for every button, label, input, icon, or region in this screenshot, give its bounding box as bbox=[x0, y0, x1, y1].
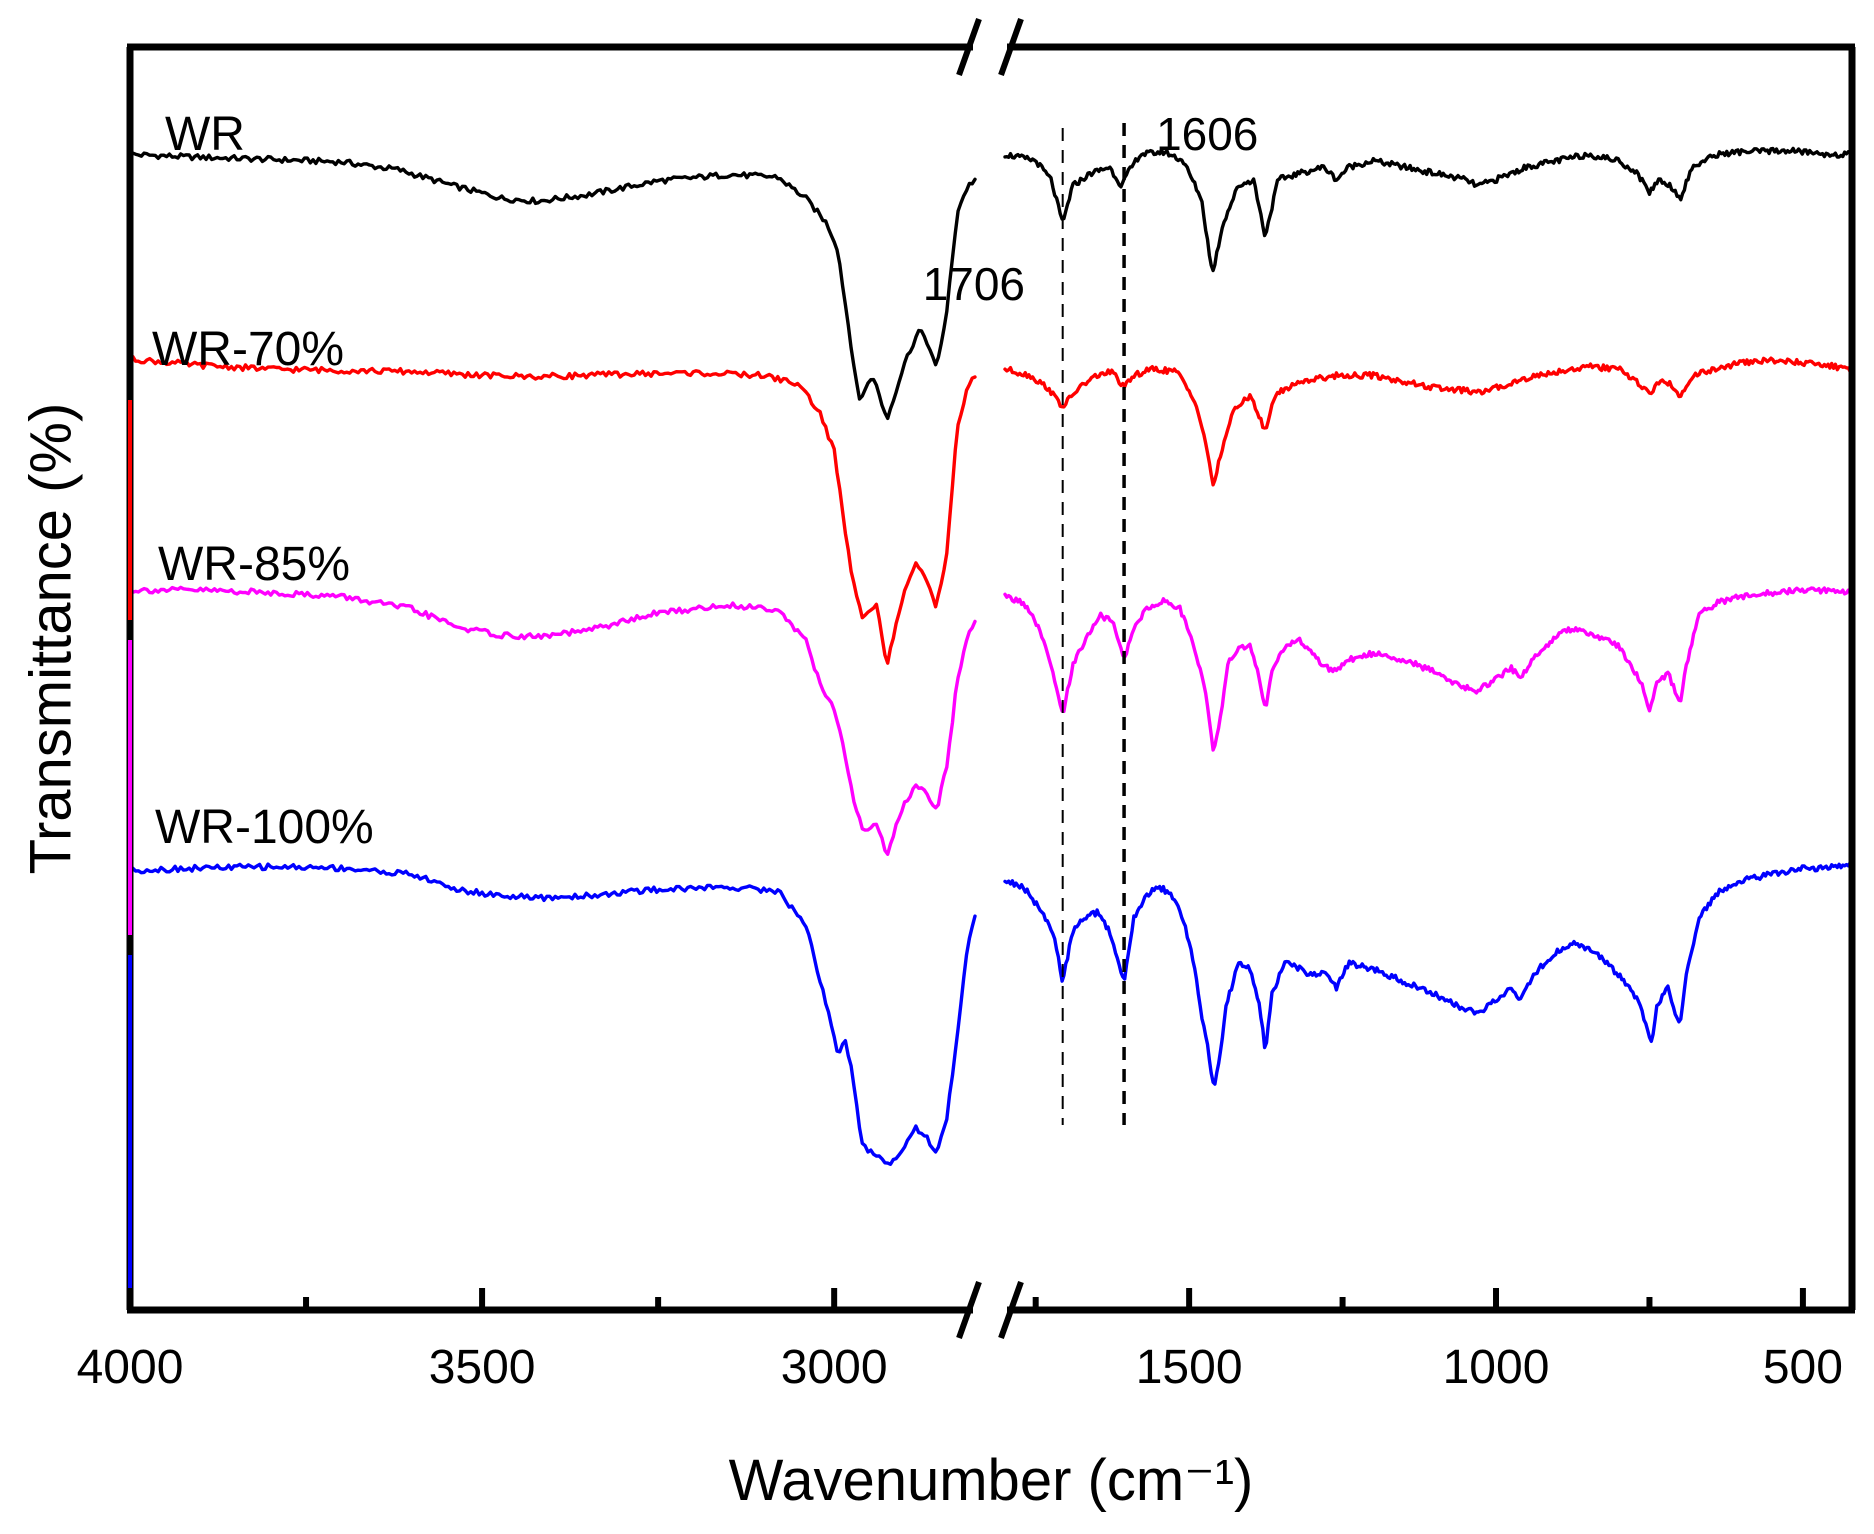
spectrum-line-1-left bbox=[128, 151, 977, 421]
x-tick-label-500: 500 bbox=[1763, 1341, 1843, 1394]
text-layer: Wavenumber (cm⁻¹) Transmittance (%) bbox=[18, 403, 1253, 1513]
spectrum-line-4-right bbox=[1003, 859, 1854, 1086]
plot-frame bbox=[126, 17, 1856, 1340]
spectrum-line-2-left bbox=[128, 354, 977, 665]
axis-break-slash-a-top bbox=[956, 17, 982, 77]
axis-break-gap-top bbox=[973, 25, 1007, 69]
axis-break-top bbox=[956, 17, 1024, 77]
axis-break-slash-b-bottom bbox=[998, 1280, 1024, 1340]
axis-break-bottom bbox=[956, 1280, 1024, 1340]
annotation-1606: 1606 bbox=[1156, 108, 1258, 160]
spectrum-line-3-right bbox=[1003, 586, 1854, 752]
series-label-4: WR-100% bbox=[155, 801, 374, 854]
series-group: WR WR-70% WR-85% WR-100% bbox=[128, 108, 1854, 1166]
x-tick-label-3000: 3000 bbox=[781, 1341, 888, 1394]
spectrum-line-2-right bbox=[1003, 356, 1854, 487]
axis-break-slash-b-top bbox=[998, 17, 1024, 77]
x-tick-label-1500: 1500 bbox=[1136, 1341, 1243, 1394]
x-axis-ticks: 4000 3500 3000 1500 1000 500 bbox=[77, 1288, 1843, 1394]
spectrum-line-3-left bbox=[128, 585, 977, 856]
series-label-1: WR bbox=[165, 108, 245, 161]
y-axis-title: Transmittance (%) bbox=[18, 403, 83, 875]
x-tick-label-1000: 1000 bbox=[1443, 1341, 1550, 1394]
reference-lines: 1706 1606 bbox=[923, 108, 1258, 1125]
series-label-3: WR-85% bbox=[158, 538, 350, 591]
axis-break-gap-bottom bbox=[973, 1288, 1007, 1332]
spectrum-line-1-right bbox=[1003, 146, 1854, 273]
x-tick-label-4000: 4000 bbox=[77, 1341, 184, 1394]
annotation-1706: 1706 bbox=[923, 258, 1025, 310]
series-label-2: WR-70% bbox=[152, 323, 344, 376]
x-axis-title: Wavenumber (cm⁻¹) bbox=[729, 1448, 1254, 1513]
x-tick-label-3500: 3500 bbox=[429, 1341, 536, 1394]
spectrum-line-4-left bbox=[128, 862, 977, 1166]
axis-break-slash-a-bottom bbox=[956, 1280, 982, 1340]
